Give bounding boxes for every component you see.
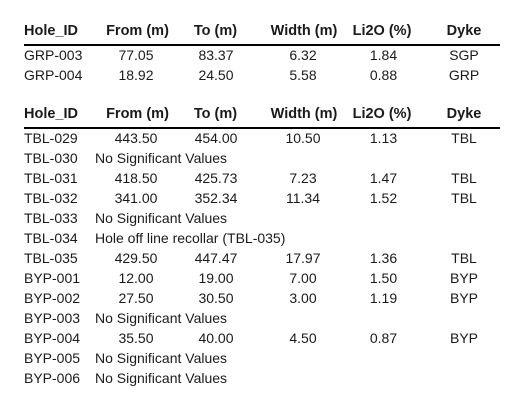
- table-row: TBL-031 418.50 425.73 7.23 1.47 TBL: [24, 169, 500, 189]
- header-from: From (m): [106, 106, 169, 122]
- cell-dyke: BYP: [449, 330, 478, 346]
- cell-width: 4.50: [289, 330, 317, 346]
- cell-dyke: BYP: [449, 290, 478, 306]
- cell-hole-id: TBL-033: [24, 210, 78, 226]
- table-row: TBL-033 No Significant Values: [24, 209, 500, 229]
- cell-hole-id: TBL-034: [24, 230, 78, 246]
- cell-to: 19.00: [198, 270, 234, 286]
- header-to: To (m): [193, 106, 238, 122]
- cell-hole-id: TBL-035: [24, 250, 78, 266]
- cell-hole-id: BYP-004: [24, 330, 81, 346]
- table-row: TBL-035 429.50 447.47 17.97 1.36 TBL: [24, 249, 500, 269]
- cell-width: 3.00: [289, 290, 317, 306]
- table-body: GRP-003 77.05 83.37 6.32 1.84 SGP GRP-004 18.92…: [24, 46, 500, 86]
- header-dyke: Dyke: [446, 106, 482, 122]
- header-hole-id: Hole_ID: [24, 23, 78, 39]
- table-row: BYP-001 12.00 19.00 7.00 1.50 BYP: [24, 269, 500, 289]
- cell-to: 454.00: [194, 130, 238, 146]
- cell-li2o: 1.13: [369, 130, 398, 146]
- table-row: GRP-003 77.05 83.37 6.32 1.84 SGP: [24, 46, 500, 66]
- cell-li2o: 1.36: [369, 250, 398, 266]
- table-row: TBL-034 Hole off line recollar (TBL-035): [24, 229, 500, 249]
- table-header: Hole_ID From (m) To (m) Width (m) Li2O (…: [24, 103, 500, 129]
- cell-width: 11.34: [286, 190, 320, 206]
- cell-width: 6.32: [289, 47, 317, 63]
- cell-note: No Significant Values: [95, 150, 228, 166]
- table-header: Hole_ID From (m) To (m) Width (m) Li2O (…: [24, 20, 500, 46]
- header-li2o: Li2O (%): [352, 23, 412, 39]
- cell-hole-id: BYP-001: [24, 270, 81, 286]
- cell-hole-id: BYP-006: [24, 370, 81, 386]
- cell-note: Hole off line recollar (TBL-035): [95, 230, 286, 246]
- table-row: TBL-030 No Significant Values: [24, 149, 500, 169]
- cell-hole-id: TBL-029: [24, 130, 78, 146]
- table-row: BYP-005 No Significant Values: [24, 349, 500, 369]
- cell-to: 352.34: [194, 190, 238, 206]
- cell-li2o: 1.84: [369, 47, 398, 63]
- cell-li2o: 1.52: [369, 190, 398, 206]
- cell-hole-id: BYP-002: [24, 290, 81, 306]
- header-width: Width (m): [270, 106, 338, 122]
- cell-note: No Significant Values: [95, 310, 228, 326]
- cell-li2o: 1.50: [369, 270, 398, 286]
- cell-dyke: GRP: [448, 67, 480, 83]
- cell-from: 12.00: [118, 270, 154, 286]
- cell-li2o: 1.47: [369, 170, 398, 186]
- cell-from: 27.50: [118, 290, 154, 306]
- header-dyke: Dyke: [446, 23, 482, 39]
- header-width: Width (m): [270, 23, 338, 39]
- header-from: From (m): [106, 23, 169, 39]
- cell-from: 341.00: [114, 190, 158, 206]
- cell-hole-id: GRP-004: [24, 67, 83, 83]
- table-row: TBL-032 341.00 352.34 11.34 1.52 TBL: [24, 189, 500, 209]
- cell-from: 418.50: [114, 170, 158, 186]
- cell-dyke: TBL: [451, 130, 477, 146]
- cell-from: 443.50: [114, 130, 158, 146]
- cell-hole-id: BYP-003: [24, 310, 81, 326]
- cell-hole-id: TBL-032: [24, 190, 78, 206]
- header-hole-id: Hole_ID: [24, 106, 78, 122]
- cell-hole-id: TBL-030: [24, 150, 78, 166]
- header-to: To (m): [193, 23, 238, 39]
- cell-hole-id: TBL-031: [24, 170, 78, 186]
- cell-dyke: TBL: [451, 250, 477, 266]
- cell-to: 40.00: [198, 330, 234, 346]
- cell-note: No Significant Values: [95, 370, 228, 386]
- cell-dyke: TBL: [451, 190, 477, 206]
- cell-hole-id: GRP-003: [24, 47, 83, 63]
- assay-table-grp: Hole_ID From (m) To (m) Width (m) Li2O (…: [24, 20, 500, 86]
- cell-li2o: 1.19: [369, 290, 398, 306]
- cell-width: 5.58: [289, 67, 317, 83]
- cell-from: 18.92: [118, 67, 154, 83]
- cell-dyke: BYP: [449, 270, 478, 286]
- table-row: BYP-004 35.50 40.00 4.50 0.87 BYP: [24, 329, 500, 349]
- table-row: BYP-006 No Significant Values: [24, 369, 500, 389]
- cell-from: 77.05: [118, 47, 154, 63]
- cell-width: 7.23: [289, 170, 317, 186]
- cell-note: No Significant Values: [95, 350, 228, 366]
- cell-from: 429.50: [114, 250, 158, 266]
- cell-to: 24.50: [198, 67, 234, 83]
- table-row: BYP-002 27.50 30.50 3.00 1.19 BYP: [24, 289, 500, 309]
- cell-width: 10.50: [285, 130, 321, 146]
- cell-width: 17.97: [285, 250, 321, 266]
- assay-table-tbl-byp: Hole_ID From (m) To (m) Width (m) Li2O (…: [24, 103, 500, 389]
- cell-to: 30.50: [198, 290, 234, 306]
- table-row: TBL-029 443.50 454.00 10.50 1.13 TBL: [24, 129, 500, 149]
- cell-note: No Significant Values: [95, 210, 228, 226]
- cell-to: 447.47: [194, 250, 238, 266]
- cell-to: 425.73: [194, 170, 238, 186]
- table-row: GRP-004 18.92 24.50 5.58 0.88 GRP: [24, 66, 500, 86]
- cell-dyke: SGP: [449, 47, 479, 63]
- cell-width: 7.00: [289, 270, 317, 286]
- cell-to: 83.37: [198, 47, 234, 63]
- cell-li2o: 0.88: [369, 67, 398, 83]
- table-row: BYP-003 No Significant Values: [24, 309, 500, 329]
- cell-dyke: TBL: [451, 170, 477, 186]
- cell-hole-id: BYP-005: [24, 350, 81, 366]
- cell-from: 35.50: [118, 330, 154, 346]
- header-li2o: Li2O (%): [352, 106, 412, 122]
- table-body: TBL-029 443.50 454.00 10.50 1.13 TBL TBL-030 No…: [24, 129, 500, 389]
- cell-li2o: 0.87: [369, 330, 398, 346]
